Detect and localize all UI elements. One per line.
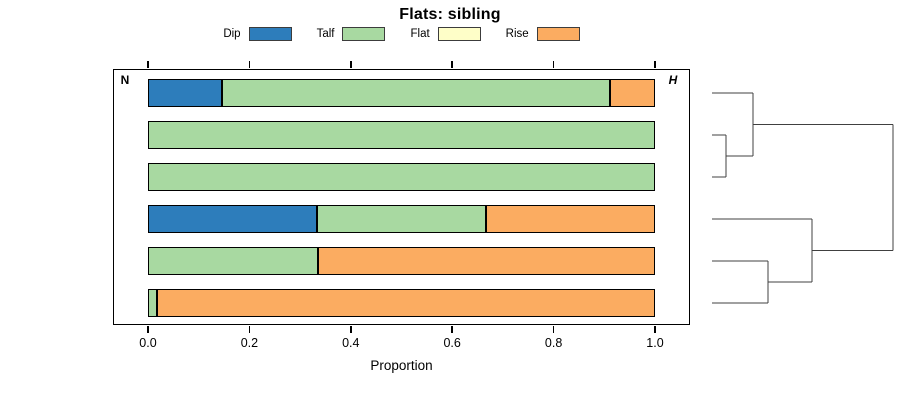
bar-segment-talf (148, 247, 318, 275)
bar-segment-talf (221, 79, 610, 107)
x-tick-top (350, 61, 352, 68)
x-tick-label: 0.8 (544, 336, 563, 350)
x-tick-bottom (350, 326, 352, 333)
legend-item-flat: Flat (410, 27, 481, 41)
stacked-bar-honcut (148, 79, 655, 107)
legend-swatch-talf (342, 27, 386, 41)
bar-segment-dip (148, 205, 317, 233)
x-tick-label: 0.2 (240, 336, 259, 350)
x-tick-top (147, 61, 149, 68)
x-tick-top (451, 61, 453, 68)
legend-item-talf: Talf (317, 27, 386, 41)
stacked-bar-veritas (148, 121, 655, 149)
x-tick-bottom (552, 326, 555, 333)
bar-segment-talf (316, 205, 486, 233)
stacked-bar-egbert (148, 205, 655, 233)
bar-segment-talf (148, 121, 655, 149)
x-tick-top (552, 61, 555, 68)
legend-label: Flat (410, 28, 430, 40)
legend-swatch-rise (536, 27, 580, 41)
x-tick-top (654, 61, 656, 68)
legend-item-dip: Dip (223, 27, 292, 41)
x-tick-label: 0.0 (139, 336, 157, 350)
legend-label: Dip (223, 28, 241, 40)
x-tick-label: 0.6 (443, 336, 461, 350)
dendrogram-links (712, 92, 894, 304)
legend-swatch-flat (437, 27, 481, 41)
h-column-header: H (668, 73, 678, 87)
plot-frame (113, 69, 690, 325)
legend: Dip Talf Flat Rise (113, 25, 690, 43)
legend-swatch-dip (248, 27, 292, 41)
legend-item-rise: Rise (506, 27, 580, 41)
bar-segment-rise (157, 289, 655, 317)
bar-segment-rise (317, 247, 655, 275)
bar-segment-rise (485, 205, 655, 233)
bar-segment-rise (609, 79, 655, 107)
x-tick-bottom (248, 326, 251, 333)
stacked-bar-dierssen (148, 163, 655, 191)
x-tick-bottom (654, 326, 656, 333)
stacked-bar-tinnin (148, 247, 655, 275)
stacked-bar-delhi (148, 289, 655, 317)
x-tick-label: 1.0 (646, 336, 664, 350)
x-tick-label: 0.4 (342, 336, 360, 350)
bar-segment-dip (148, 79, 222, 107)
chart-title: Flats: sibling (399, 6, 501, 23)
bar-segment-talf (148, 163, 655, 191)
legend-label: Talf (316, 28, 335, 40)
n-column-header: N (120, 73, 130, 87)
bar-segment-talf (148, 289, 158, 317)
x-tick-bottom (451, 326, 453, 333)
x-axis-title: Proportion (370, 358, 433, 373)
legend-label: Rise (505, 28, 529, 40)
x-tick-top (248, 61, 251, 68)
x-tick-bottom (147, 326, 149, 333)
